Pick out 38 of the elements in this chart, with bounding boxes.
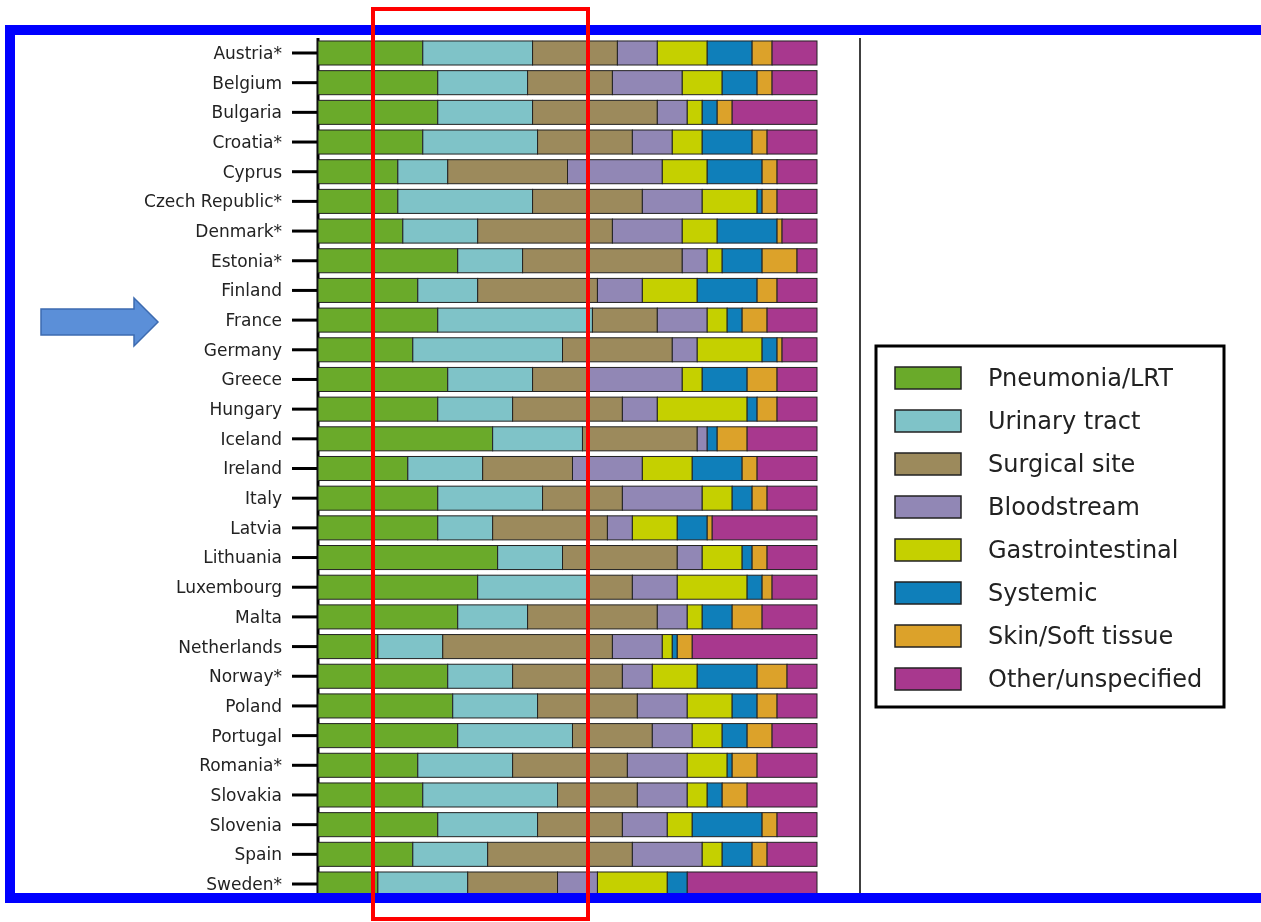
y-tick-label: Spain xyxy=(234,844,282,865)
y-tick-label: Ireland xyxy=(223,458,282,479)
y-tick-label: Belgium xyxy=(212,72,282,93)
legend-label: Bloodstream xyxy=(988,493,1140,522)
y-tick-label: Slovenia xyxy=(209,814,282,835)
y-tick-label: Sweden* xyxy=(206,873,282,894)
legend-label: Urinary tract xyxy=(988,407,1141,436)
legend-label: Gastrointestinal xyxy=(988,536,1179,565)
legend-label: Systemic xyxy=(988,579,1098,608)
y-tick-label: Austria* xyxy=(213,42,282,63)
y-tick-label: Czech Republic* xyxy=(144,191,282,212)
y-tick-label: Croatia* xyxy=(212,131,282,152)
y-tick-label: Greece xyxy=(221,369,282,390)
y-tick-label: Luxembourg xyxy=(176,577,282,598)
y-tick-label: Netherlands xyxy=(178,636,283,657)
bar xyxy=(711,515,818,541)
y-tick-label: Slovakia xyxy=(210,784,282,805)
y-tick-label: Romania* xyxy=(199,755,282,776)
y-tick-label: Iceland xyxy=(220,428,282,449)
y-tick-label: Hungary xyxy=(209,399,282,420)
y-tick-label: Italy xyxy=(245,488,282,509)
y-tick-label: Estonia* xyxy=(210,250,282,271)
y-tick-label: Lithuania xyxy=(203,547,282,568)
y-tick-label: Malta xyxy=(235,606,282,627)
legend-label: Other/unspecified xyxy=(988,665,1203,694)
y-tick-label: Cyprus xyxy=(222,161,283,182)
y-tick-label: France xyxy=(225,310,282,331)
y-tick-label: Denmark* xyxy=(195,221,282,242)
y-tick-label: Norway* xyxy=(209,666,282,687)
y-tick-label: Latvia xyxy=(230,517,282,538)
legend-label: Surgical site xyxy=(988,450,1136,479)
legend-label: Pneumonia/LRT xyxy=(988,364,1174,393)
legend-label: Skin/Soft tissue xyxy=(988,622,1174,651)
y-tick-label: Finland xyxy=(221,280,282,301)
y-tick-label: Germany xyxy=(203,339,282,360)
y-tick-label: Bulgaria xyxy=(211,102,282,123)
y-tick-label: Portugal xyxy=(211,725,282,746)
y-tick-label: Poland xyxy=(225,695,282,716)
